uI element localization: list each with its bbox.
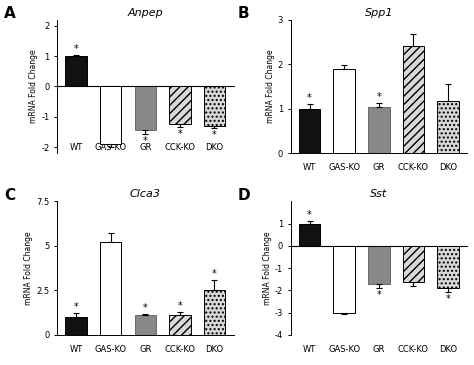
Bar xyxy=(334,69,355,153)
Text: *: * xyxy=(307,210,312,220)
Title: Spp1: Spp1 xyxy=(365,8,393,18)
Text: *: * xyxy=(73,43,78,54)
Bar xyxy=(438,101,459,153)
Y-axis label: mRNA Fold Change: mRNA Fold Change xyxy=(24,231,33,305)
Text: *: * xyxy=(376,92,381,102)
Y-axis label: mRNA Fold Change: mRNA Fold Change xyxy=(266,50,275,123)
Text: *: * xyxy=(376,290,381,300)
Text: *: * xyxy=(178,301,182,311)
Text: *: * xyxy=(446,294,450,304)
Bar xyxy=(169,87,191,124)
Text: D: D xyxy=(237,188,250,203)
Text: *: * xyxy=(212,269,217,279)
Title: Sst: Sst xyxy=(370,189,387,199)
Bar xyxy=(204,87,225,126)
Title: Anpep: Anpep xyxy=(128,8,163,18)
Bar xyxy=(100,87,121,144)
Bar xyxy=(334,246,355,313)
Bar xyxy=(299,109,320,153)
Bar xyxy=(135,315,156,335)
Text: *: * xyxy=(307,93,312,103)
Title: Clca3: Clca3 xyxy=(130,189,161,199)
Bar xyxy=(368,246,390,284)
Bar xyxy=(403,246,424,281)
Bar xyxy=(299,224,320,246)
Text: *: * xyxy=(212,130,217,140)
Bar xyxy=(135,87,156,130)
Text: B: B xyxy=(237,6,249,22)
Text: *: * xyxy=(178,129,182,139)
Y-axis label: mRNA Fold Change: mRNA Fold Change xyxy=(29,50,38,123)
Y-axis label: mRNA Fold Change: mRNA Fold Change xyxy=(263,231,272,305)
Bar xyxy=(204,291,225,335)
Bar xyxy=(368,107,390,153)
Bar xyxy=(169,315,191,335)
Text: *: * xyxy=(143,136,148,146)
Text: C: C xyxy=(4,188,15,203)
Bar xyxy=(65,317,87,335)
Text: *: * xyxy=(73,302,78,312)
Bar xyxy=(438,246,459,288)
Text: A: A xyxy=(4,6,16,22)
Text: *: * xyxy=(143,303,148,312)
Bar xyxy=(100,242,121,335)
Bar xyxy=(403,46,424,153)
Bar xyxy=(65,56,87,87)
